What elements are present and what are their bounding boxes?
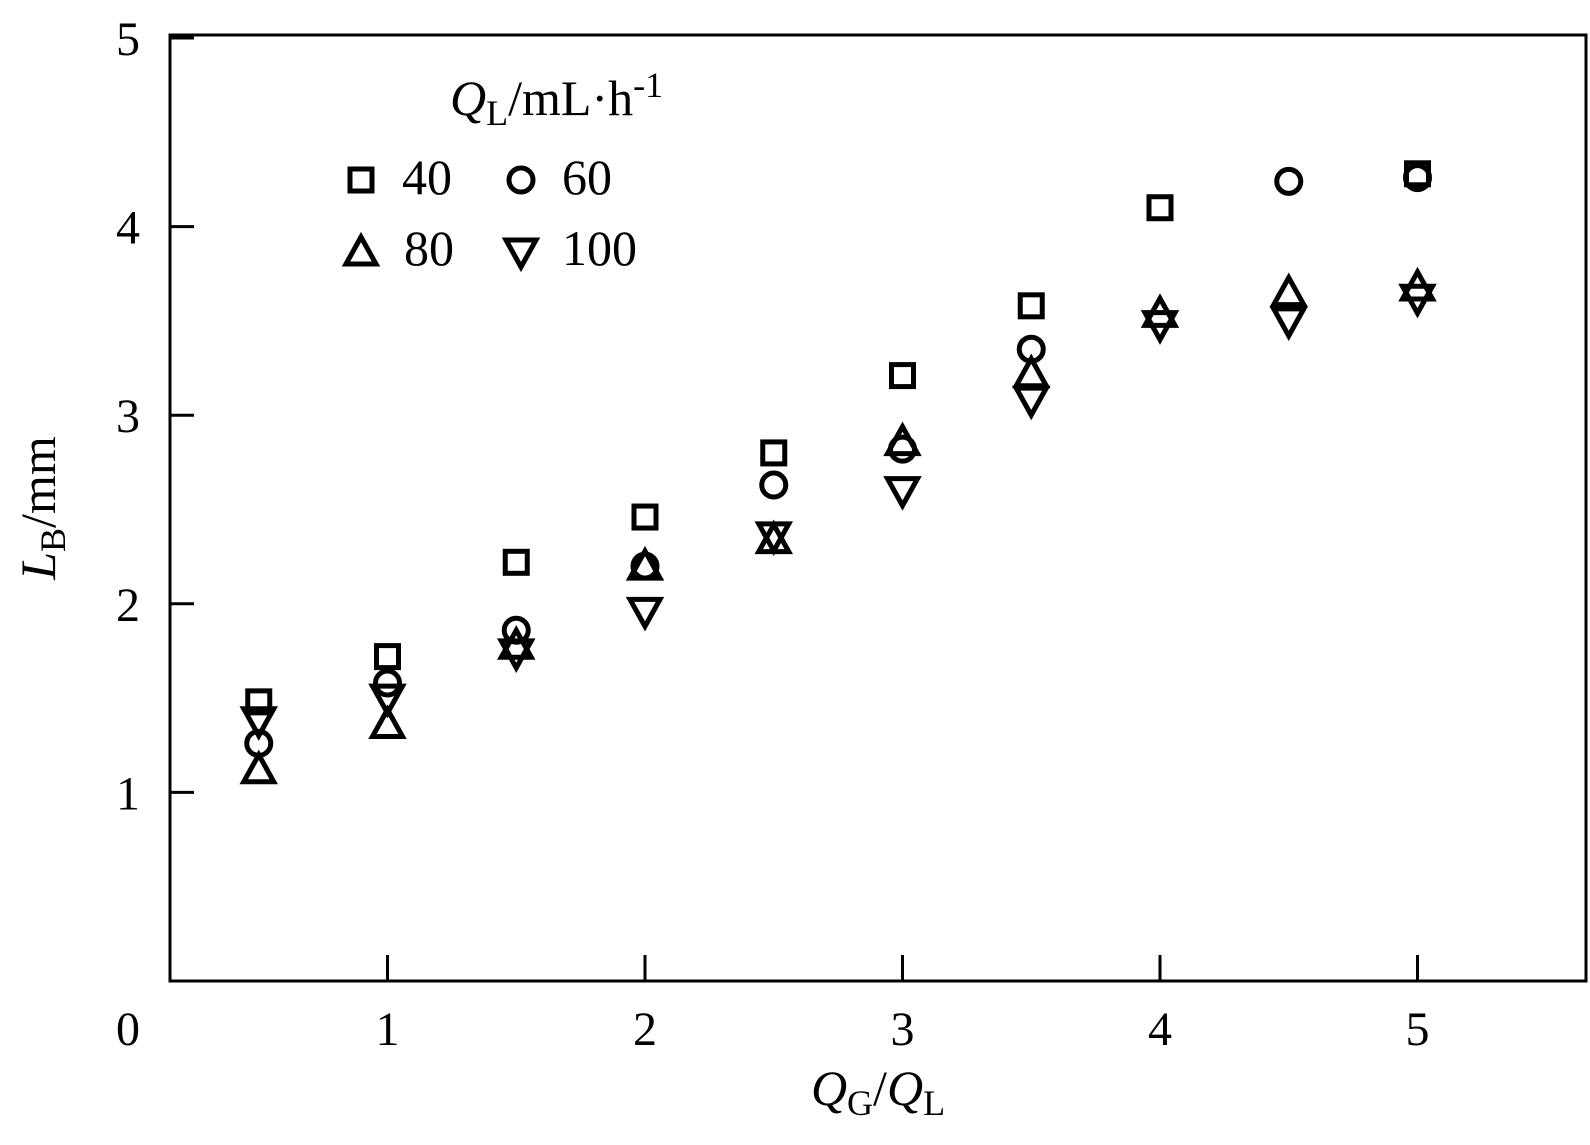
legend-label-80: 80	[404, 220, 454, 276]
plot-frame	[168, 33, 1588, 983]
data-point-square	[1017, 292, 1045, 320]
y-tick-label: 1	[116, 767, 140, 820]
x-title-sep: /	[873, 1060, 887, 1116]
data-point-square	[374, 643, 401, 671]
data-point-triangle-up	[883, 421, 922, 457]
x-tick-label: 5	[1406, 1003, 1430, 1056]
data-point-circle	[759, 470, 789, 500]
y-tick-label: 5	[116, 13, 140, 66]
data-point-triangle-up	[497, 625, 536, 660]
x-axis-ticks: 1 2 3 4 5	[376, 955, 1430, 1056]
x-title-sub-l: L	[923, 1083, 945, 1123]
legend-item-100: 100	[501, 220, 637, 276]
x-title-q-l: Q	[887, 1060, 923, 1116]
data-point-triangle-up	[625, 545, 665, 581]
data-point-triangle-down	[1269, 306, 1308, 342]
data-point-triangle-down	[1398, 283, 1437, 319]
legend: QL/mL·h-1 40 60 80 100	[341, 65, 663, 276]
data-point-square	[1146, 194, 1174, 222]
y-title-unit: /mm	[10, 436, 66, 528]
legend-marker-triangle-down	[501, 237, 541, 273]
data-point-triangle-up	[368, 704, 407, 740]
data-point-triangle-down	[883, 476, 922, 511]
x-title-q-g: Q	[811, 1060, 847, 1116]
series-40	[245, 160, 1431, 716]
data-point-square	[760, 439, 788, 467]
legend-item-80: 80	[341, 220, 454, 276]
data-point-circle	[373, 668, 402, 698]
legend-title-unit: /mL·h	[508, 70, 633, 126]
series-100	[239, 283, 1437, 741]
data-point-circle	[1274, 166, 1304, 196]
legend-marker-triangle-up	[341, 231, 381, 267]
legend-item-60: 60	[506, 149, 612, 205]
legend-label-60: 60	[562, 149, 612, 205]
y-title-l: L	[10, 552, 66, 581]
data-markers	[239, 160, 1437, 785]
legend-title-sup: -1	[633, 65, 663, 105]
y-axis-title: LB/mm	[10, 436, 73, 581]
x-tick-label: 4	[1148, 1003, 1172, 1056]
data-point-triangle-down	[239, 706, 278, 741]
series-80	[239, 266, 1437, 785]
legend-item-40: 40	[347, 149, 452, 205]
y-title-sub-b: B	[33, 528, 73, 552]
data-point-triangle-down	[368, 683, 407, 719]
data-point-triangle-down	[625, 596, 665, 632]
data-point-square	[245, 688, 273, 716]
x-tick-label: 3	[891, 1003, 915, 1056]
legend-label-100: 100	[562, 220, 637, 276]
y-tick-label: 2	[116, 579, 140, 632]
data-point-triangle-down	[754, 521, 793, 557]
legend-title-sub: L	[486, 93, 508, 133]
data-point-triangle-down	[1012, 385, 1051, 421]
data-point-square	[502, 548, 530, 576]
data-point-circle	[1403, 163, 1432, 193]
legend-marker-circle	[506, 165, 536, 195]
y-axis-ticks: 1 2 3 4 5	[116, 13, 194, 820]
data-point-square	[631, 503, 659, 531]
data-point-triangle-down	[1140, 310, 1180, 345]
legend-label-40: 40	[402, 149, 452, 205]
data-point-square	[889, 362, 916, 390]
y-tick-label: 3	[116, 390, 140, 443]
x-tick-label: 2	[633, 1003, 657, 1056]
origin-label: 0	[116, 1003, 140, 1056]
x-title-sub-g: G	[847, 1083, 873, 1123]
x-axis-title: QG/QL	[811, 1060, 945, 1123]
data-point-triangle-up	[1269, 272, 1308, 308]
legend-title: QL/mL·h-1	[450, 65, 663, 133]
data-point-triangle-up	[1012, 353, 1051, 389]
y-tick-label: 4	[116, 202, 140, 255]
legend-marker-square	[347, 166, 375, 194]
x-tick-label: 1	[376, 1003, 400, 1056]
legend-title-q: Q	[450, 70, 486, 126]
data-point-triangle-down	[497, 638, 536, 673]
data-point-triangle-up	[239, 749, 278, 785]
